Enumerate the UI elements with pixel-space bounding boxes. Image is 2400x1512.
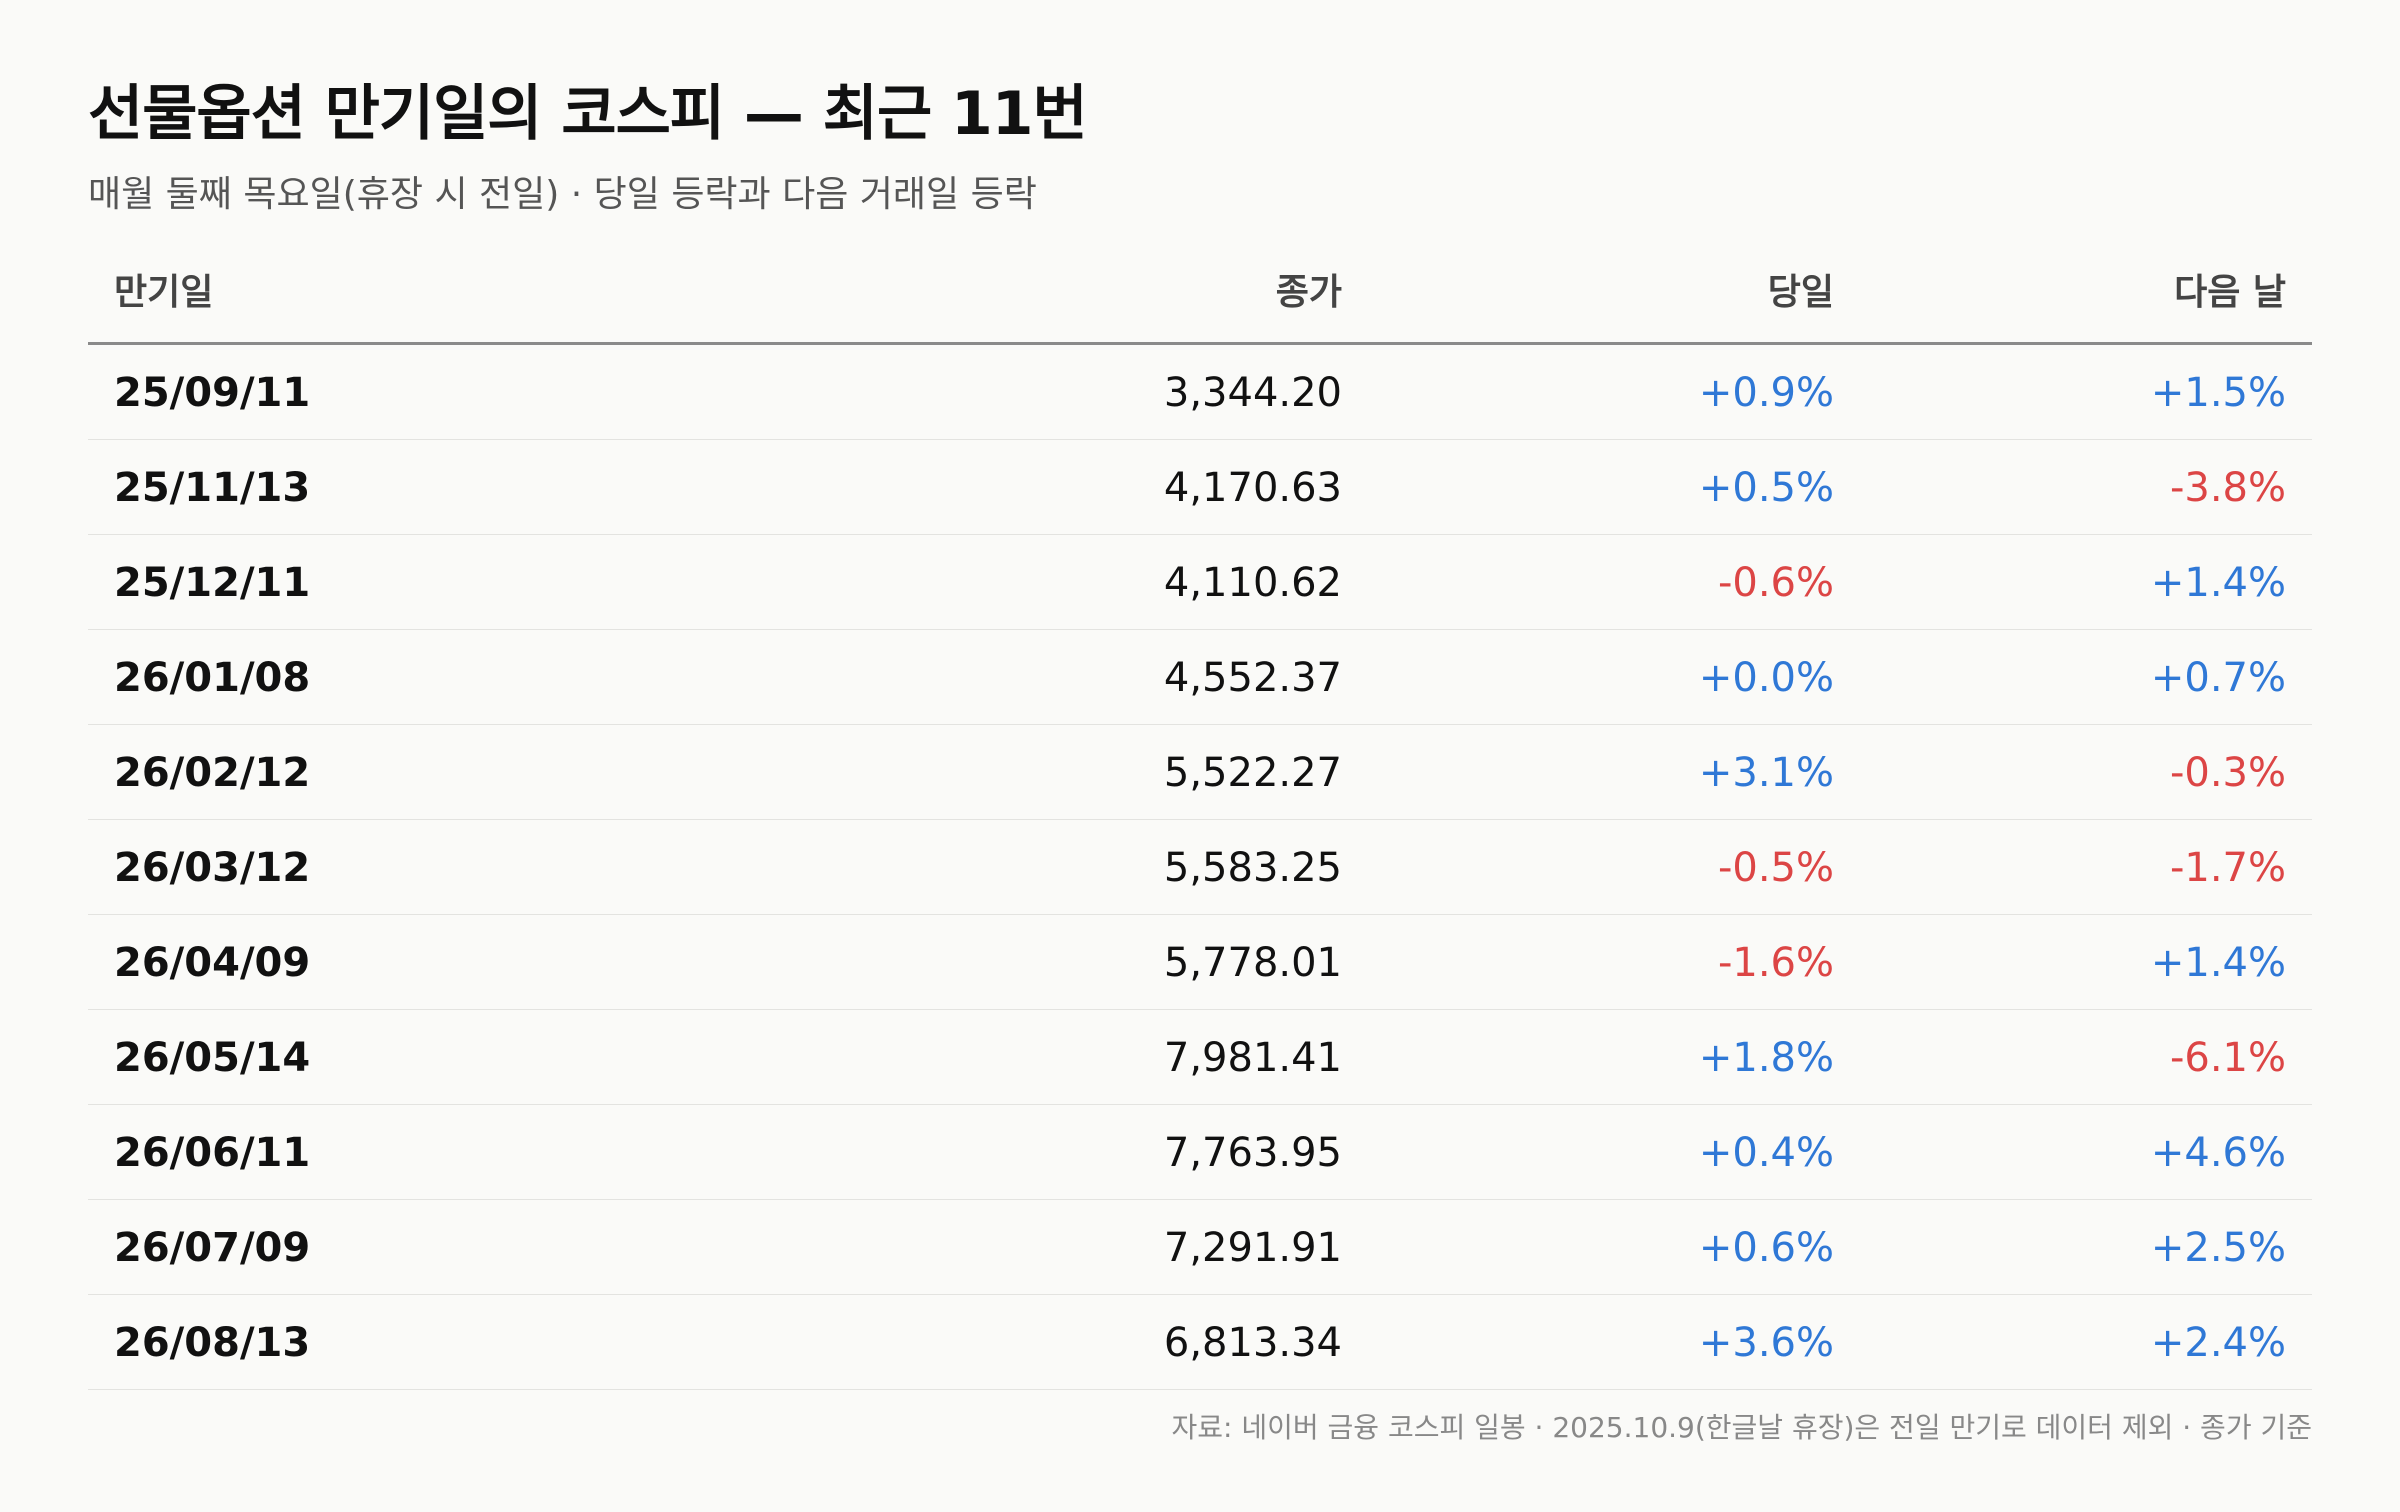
cell-next-day-change: -1.7% bbox=[2169, 845, 2286, 891]
cell-close: 5,583.25 bbox=[1163, 845, 1342, 891]
cell-next-day-change: -3.8% bbox=[2169, 465, 2286, 511]
cell-close: 7,981.41 bbox=[1163, 1035, 1342, 1081]
table-row: 26/04/09 5,778.01 -1.6% +1.4% bbox=[88, 915, 2312, 1010]
cell-next-day-change: +4.6% bbox=[2150, 1130, 2286, 1176]
cell-date: 26/08/13 bbox=[114, 1320, 311, 1366]
cell-close: 4,552.37 bbox=[1163, 655, 1342, 701]
table-row: 26/07/09 7,291.91 +0.6% +2.5% bbox=[88, 1200, 2312, 1295]
table-row: 26/08/13 6,813.34 +3.6% +2.4% bbox=[88, 1295, 2312, 1390]
cell-close: 4,110.62 bbox=[1163, 560, 1342, 606]
table-row: 26/03/12 5,583.25 -0.5% -1.7% bbox=[88, 820, 2312, 915]
table-row: 26/05/14 7,981.41 +1.8% -6.1% bbox=[88, 1010, 2312, 1105]
table-row: 26/02/12 5,522.27 +3.1% -0.3% bbox=[88, 725, 2312, 820]
table-header: 만기일 종가 당일 다음 날 bbox=[88, 248, 2312, 345]
cell-close: 7,291.91 bbox=[1163, 1225, 1342, 1271]
cell-close: 5,522.27 bbox=[1163, 750, 1342, 796]
cell-date: 25/11/13 bbox=[114, 465, 311, 511]
table-row: 26/01/08 4,552.37 +0.0% +0.7% bbox=[88, 630, 2312, 725]
cell-day-change: +0.5% bbox=[1698, 465, 1834, 511]
cell-day-change: +0.6% bbox=[1698, 1225, 1834, 1271]
cell-date: 26/07/09 bbox=[114, 1225, 311, 1271]
cell-date: 26/04/09 bbox=[114, 940, 311, 986]
column-header-day-change: 당일 bbox=[1767, 272, 1834, 313]
table-body: 25/09/11 3,344.20 +0.9% +1.5% 25/11/13 4… bbox=[88, 345, 2312, 1390]
cell-close: 3,344.20 bbox=[1163, 370, 1342, 416]
column-header-date: 만기일 bbox=[114, 272, 214, 313]
cell-date: 25/12/11 bbox=[114, 560, 311, 606]
cell-date: 26/03/12 bbox=[114, 845, 311, 891]
table-row: 25/09/11 3,344.20 +0.9% +1.5% bbox=[88, 345, 2312, 440]
cell-next-day-change: +0.7% bbox=[2150, 655, 2286, 701]
cell-next-day-change: +1.4% bbox=[2150, 940, 2286, 986]
cell-day-change: +0.9% bbox=[1698, 370, 1834, 416]
cell-day-change: +0.4% bbox=[1698, 1130, 1834, 1176]
cell-close: 4,170.63 bbox=[1163, 465, 1342, 511]
table-row: 26/06/11 7,763.95 +0.4% +4.6% bbox=[88, 1105, 2312, 1200]
cell-day-change: -0.5% bbox=[1717, 845, 1834, 891]
cell-day-change: -0.6% bbox=[1717, 560, 1834, 606]
cell-next-day-change: +1.5% bbox=[2150, 370, 2286, 416]
cell-day-change: +0.0% bbox=[1698, 655, 1834, 701]
cell-date: 25/09/11 bbox=[114, 370, 311, 416]
expiry-table: 만기일 종가 당일 다음 날 25/09/11 3,344.20 +0.9% +… bbox=[88, 248, 2312, 1390]
source-footnote: 자료: 네이버 금융 코스피 일봉 · 2025.10.9(한글날 휴장)은 전… bbox=[1171, 1411, 2312, 1444]
cell-next-day-change: +1.4% bbox=[2150, 560, 2286, 606]
column-header-next-day-change: 다음 날 bbox=[2174, 272, 2286, 313]
cell-close: 5,778.01 bbox=[1163, 940, 1342, 986]
cell-date: 26/05/14 bbox=[114, 1035, 311, 1081]
cell-next-day-change: +2.5% bbox=[2150, 1225, 2286, 1271]
page-subtitle: 매월 둘째 목요일(휴장 시 전일) · 당일 등락과 다음 거래일 등락 bbox=[88, 174, 1037, 215]
cell-day-change: -1.6% bbox=[1717, 940, 1834, 986]
table-row: 25/12/11 4,110.62 -0.6% +1.4% bbox=[88, 535, 2312, 630]
cell-close: 7,763.95 bbox=[1163, 1130, 1342, 1176]
cell-date: 26/01/08 bbox=[114, 655, 311, 701]
cell-day-change: +1.8% bbox=[1698, 1035, 1834, 1081]
cell-next-day-change: +2.4% bbox=[2150, 1320, 2286, 1366]
cell-date: 26/06/11 bbox=[114, 1130, 311, 1176]
table-row: 25/11/13 4,170.63 +0.5% -3.8% bbox=[88, 440, 2312, 535]
cell-day-change: +3.1% bbox=[1698, 750, 1834, 796]
cell-day-change: +3.6% bbox=[1698, 1320, 1834, 1366]
column-header-close: 종가 bbox=[1275, 272, 1342, 313]
page-title: 선물옵션 만기일의 코스피 — 최근 11번 bbox=[88, 79, 1088, 149]
cell-next-day-change: -0.3% bbox=[2169, 750, 2286, 796]
cell-date: 26/02/12 bbox=[114, 750, 311, 796]
cell-next-day-change: -6.1% bbox=[2169, 1035, 2286, 1081]
cell-close: 6,813.34 bbox=[1163, 1320, 1342, 1366]
